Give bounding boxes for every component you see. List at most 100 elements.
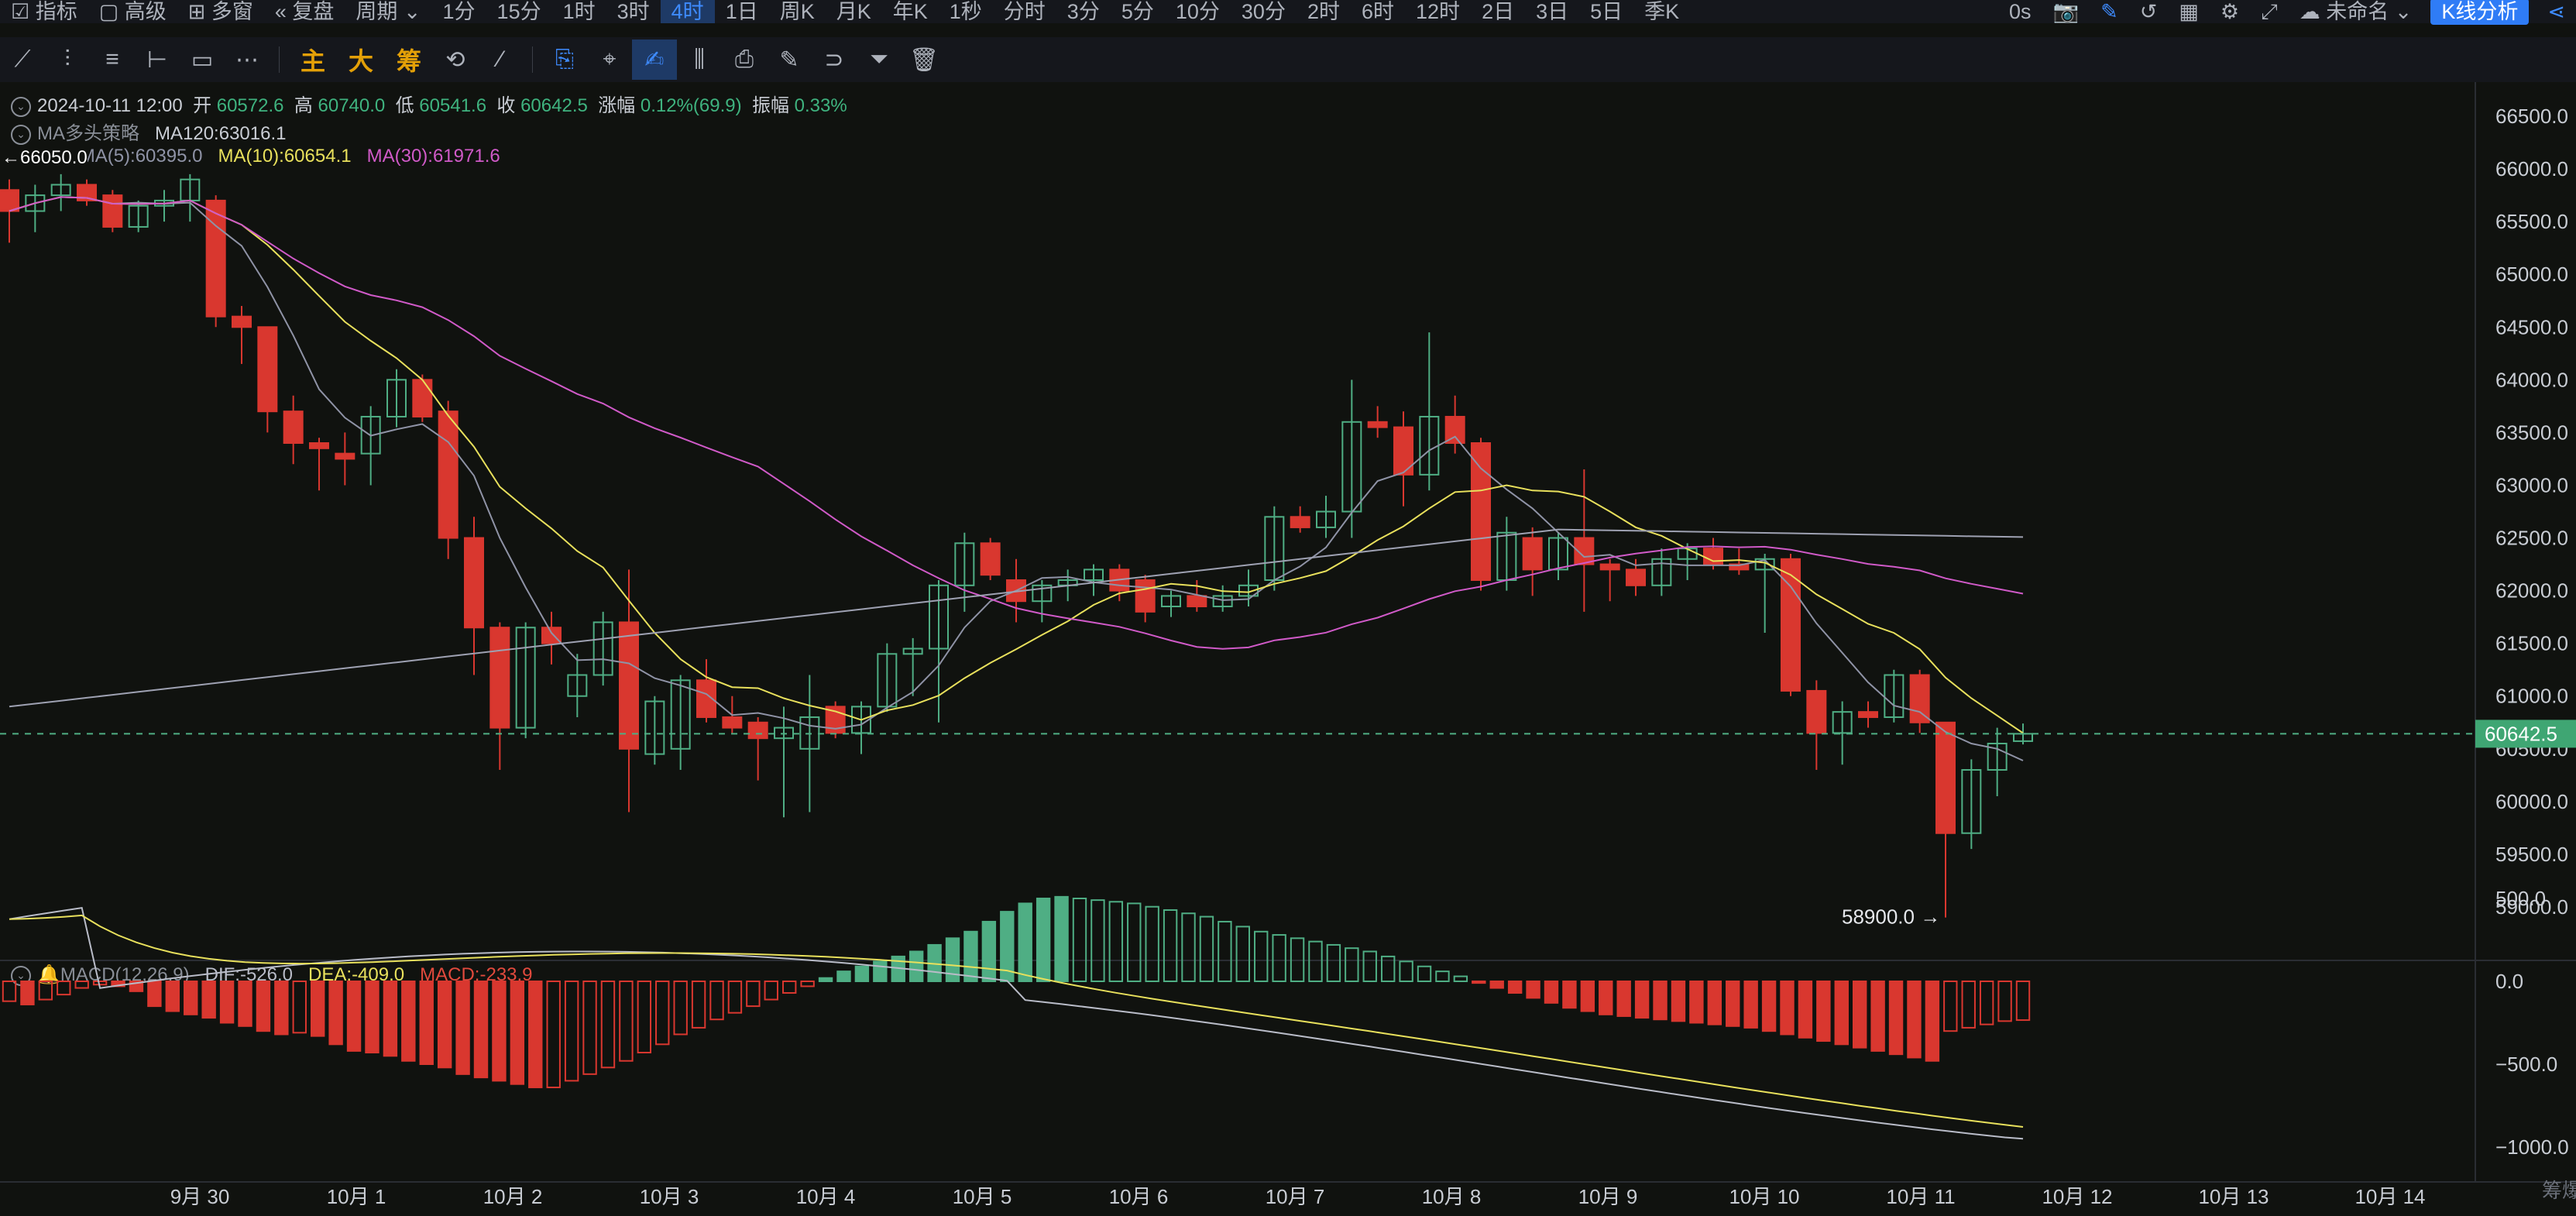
macd-bar [1798, 981, 1813, 1039]
candle-body [1135, 579, 1156, 613]
macd-bar [764, 981, 778, 1001]
candle-body [335, 452, 355, 460]
candle-body [257, 326, 278, 413]
macd-tick: −500.0 [2495, 1053, 2557, 1076]
clipboard-icon[interactable]: ⎙ [735, 46, 754, 72]
brush-icon[interactable]: ⁄ [498, 46, 503, 72]
candle-body [489, 627, 510, 729]
collapse-icon[interactable]: ⌄ [11, 124, 31, 145]
candle-body [799, 716, 820, 750]
candle-body [1832, 711, 1853, 734]
period-item-16[interactable]: 3分 [1066, 0, 1100, 23]
candle-style-icon[interactable]: ⫼ [694, 46, 705, 72]
period-item-9[interactable]: 4时 [660, 0, 715, 23]
period-item-18[interactable]: 10分 [1175, 0, 1220, 23]
gear-icon[interactable]: ⚙ [2220, 0, 2240, 23]
line-tool-icon[interactable]: ⟋ [14, 46, 31, 72]
channel-tool-icon[interactable]: ≡ [105, 46, 119, 72]
ruler-icon[interactable]: ⌖ [603, 46, 617, 72]
filter-icon[interactable]: ⏷ [870, 46, 888, 72]
period-item-2[interactable]: ⊞ 多窗 [187, 0, 253, 23]
low-annotation: 58900.0 → [1842, 905, 1940, 929]
macd-bar [854, 965, 870, 982]
period-item-11[interactable]: 周K [779, 0, 815, 23]
collapse-icon[interactable]: ⌄ [11, 96, 31, 117]
candle-body [1548, 537, 1568, 571]
chip-tool[interactable]: 筹 [396, 47, 421, 75]
camera-icon[interactable]: 📷 [2052, 0, 2080, 23]
period-item-26[interactable]: 季K [1644, 0, 1680, 23]
parallel-tool-icon[interactable]: ⫶ [64, 46, 70, 72]
candle-body [128, 204, 149, 228]
macd-bar [691, 981, 706, 1029]
candle-body [1961, 769, 1982, 834]
period-item-25[interactable]: 5日 [1590, 0, 1623, 23]
period-item-8[interactable]: 3时 [617, 0, 650, 23]
period-item-10[interactable]: 1日 [725, 0, 758, 23]
template-icon[interactable]: ▦ [2179, 0, 2199, 23]
period-item-22[interactable]: 12时 [1416, 0, 1461, 23]
toolbar-divider [532, 46, 533, 73]
candle-body [515, 627, 536, 729]
period-item-4[interactable]: 周期 ⌄ [355, 0, 421, 23]
macd-bar [419, 981, 434, 1065]
period-item-6[interactable]: 15分 [496, 0, 541, 23]
candle-body [1884, 674, 1905, 718]
edit-icon[interactable]: ✎ [779, 46, 799, 73]
draw-pen-icon[interactable]: ✍ [632, 40, 677, 80]
fullscreen-icon[interactable]: ⤢ [2261, 0, 2278, 23]
macd-bar [1816, 981, 1831, 1043]
magnet-icon[interactable]: ⊃ [824, 46, 844, 73]
macd-bar [673, 981, 688, 1036]
large-order-tool[interactable]: 大 [348, 47, 373, 75]
period-item-15[interactable]: 分时 [1003, 0, 1046, 23]
share-icon[interactable]: ⋖ [2547, 0, 2565, 23]
candle-body [1626, 568, 1646, 586]
main-chart-tool[interactable]: 主 [300, 47, 325, 75]
drawing-toolbar: ⟋ ⫶ ≡ ⊢ ▭ ⋯ 主 大 筹 ⟲ ⁄ ⎘ ⌖ ✍ ⫼ ⎙ ✎ ⊃ ⏷ 🗑 [0, 37, 2576, 82]
macd-bar [92, 981, 108, 986]
macd-bar [619, 981, 634, 1062]
pen-icon[interactable]: ✎ [2100, 0, 2118, 23]
macd-bar [709, 981, 724, 1021]
period-item-3[interactable]: « 复盘 [274, 0, 335, 23]
more-tools-icon[interactable]: ⋯ [235, 46, 259, 73]
period-item-13[interactable]: 年K [892, 0, 928, 23]
period-item-21[interactable]: 6时 [1361, 0, 1395, 23]
rectangle-tool-icon[interactable]: ▭ [191, 46, 214, 73]
close-label: 收 [496, 95, 516, 116]
layout-name[interactable]: ☁ 未命名 ⌄ [2299, 0, 2413, 23]
macd-bar [184, 981, 198, 1015]
price-tick: 64500.0 [2495, 315, 2568, 338]
macd-bar [1435, 970, 1450, 983]
kline-chart[interactable]: 66500.0 66000.0 65500.0 65000.0 64500.0 64000… [0, 82, 2576, 1216]
macd-bar [528, 981, 543, 1088]
period-item-1[interactable]: ▢ 高级 [98, 0, 167, 23]
macd-bar [1472, 981, 1486, 984]
period-item-17[interactable]: 5分 [1121, 0, 1154, 23]
bookmark-icon[interactable]: ⎘ [555, 46, 574, 72]
macd-bar [1526, 981, 1540, 999]
period-item-24[interactable]: 3日 [1536, 0, 1569, 23]
macd-bar [1254, 930, 1269, 983]
period-item-20[interactable]: 2时 [1307, 0, 1340, 23]
strategy-name: MA多头策略 [37, 123, 139, 144]
period-item-5[interactable]: 1分 [442, 0, 476, 23]
sync-icon[interactable]: ⟲ [445, 46, 465, 73]
macd-bar [1599, 981, 1613, 1015]
period-item-12[interactable]: 月K [836, 0, 871, 23]
period-item-7[interactable]: 1时 [562, 0, 596, 23]
period-item-0[interactable]: ☑ 指标 [11, 0, 77, 23]
open-label: 开 [193, 95, 212, 116]
period-item-14[interactable]: 1秒 [949, 0, 982, 23]
period-item-19[interactable]: 30分 [1241, 0, 1286, 23]
replay-icon[interactable]: ↺ [2139, 0, 2158, 23]
horizontal-line-icon[interactable]: ⊢ [146, 46, 168, 73]
candle-body [438, 410, 459, 539]
period-item-23[interactable]: 2日 [1482, 0, 1515, 23]
kline-analysis-button[interactable]: K线分析 [2430, 0, 2530, 25]
candle-body [1522, 537, 1543, 571]
macd-bar [1761, 981, 1777, 1032]
trash-icon[interactable]: 🗑 [908, 46, 939, 73]
price-tick: 59500.0 [2495, 843, 2568, 866]
